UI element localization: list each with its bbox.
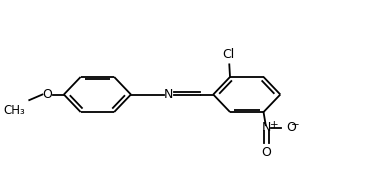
Text: O: O	[286, 122, 296, 135]
Text: O: O	[261, 146, 272, 159]
Text: −: −	[291, 120, 300, 130]
Text: +: +	[270, 120, 279, 130]
Text: N: N	[164, 88, 173, 101]
Text: N: N	[262, 122, 271, 135]
Text: Cl: Cl	[222, 48, 234, 61]
Text: CH₃: CH₃	[4, 104, 26, 117]
Text: O: O	[42, 88, 52, 101]
